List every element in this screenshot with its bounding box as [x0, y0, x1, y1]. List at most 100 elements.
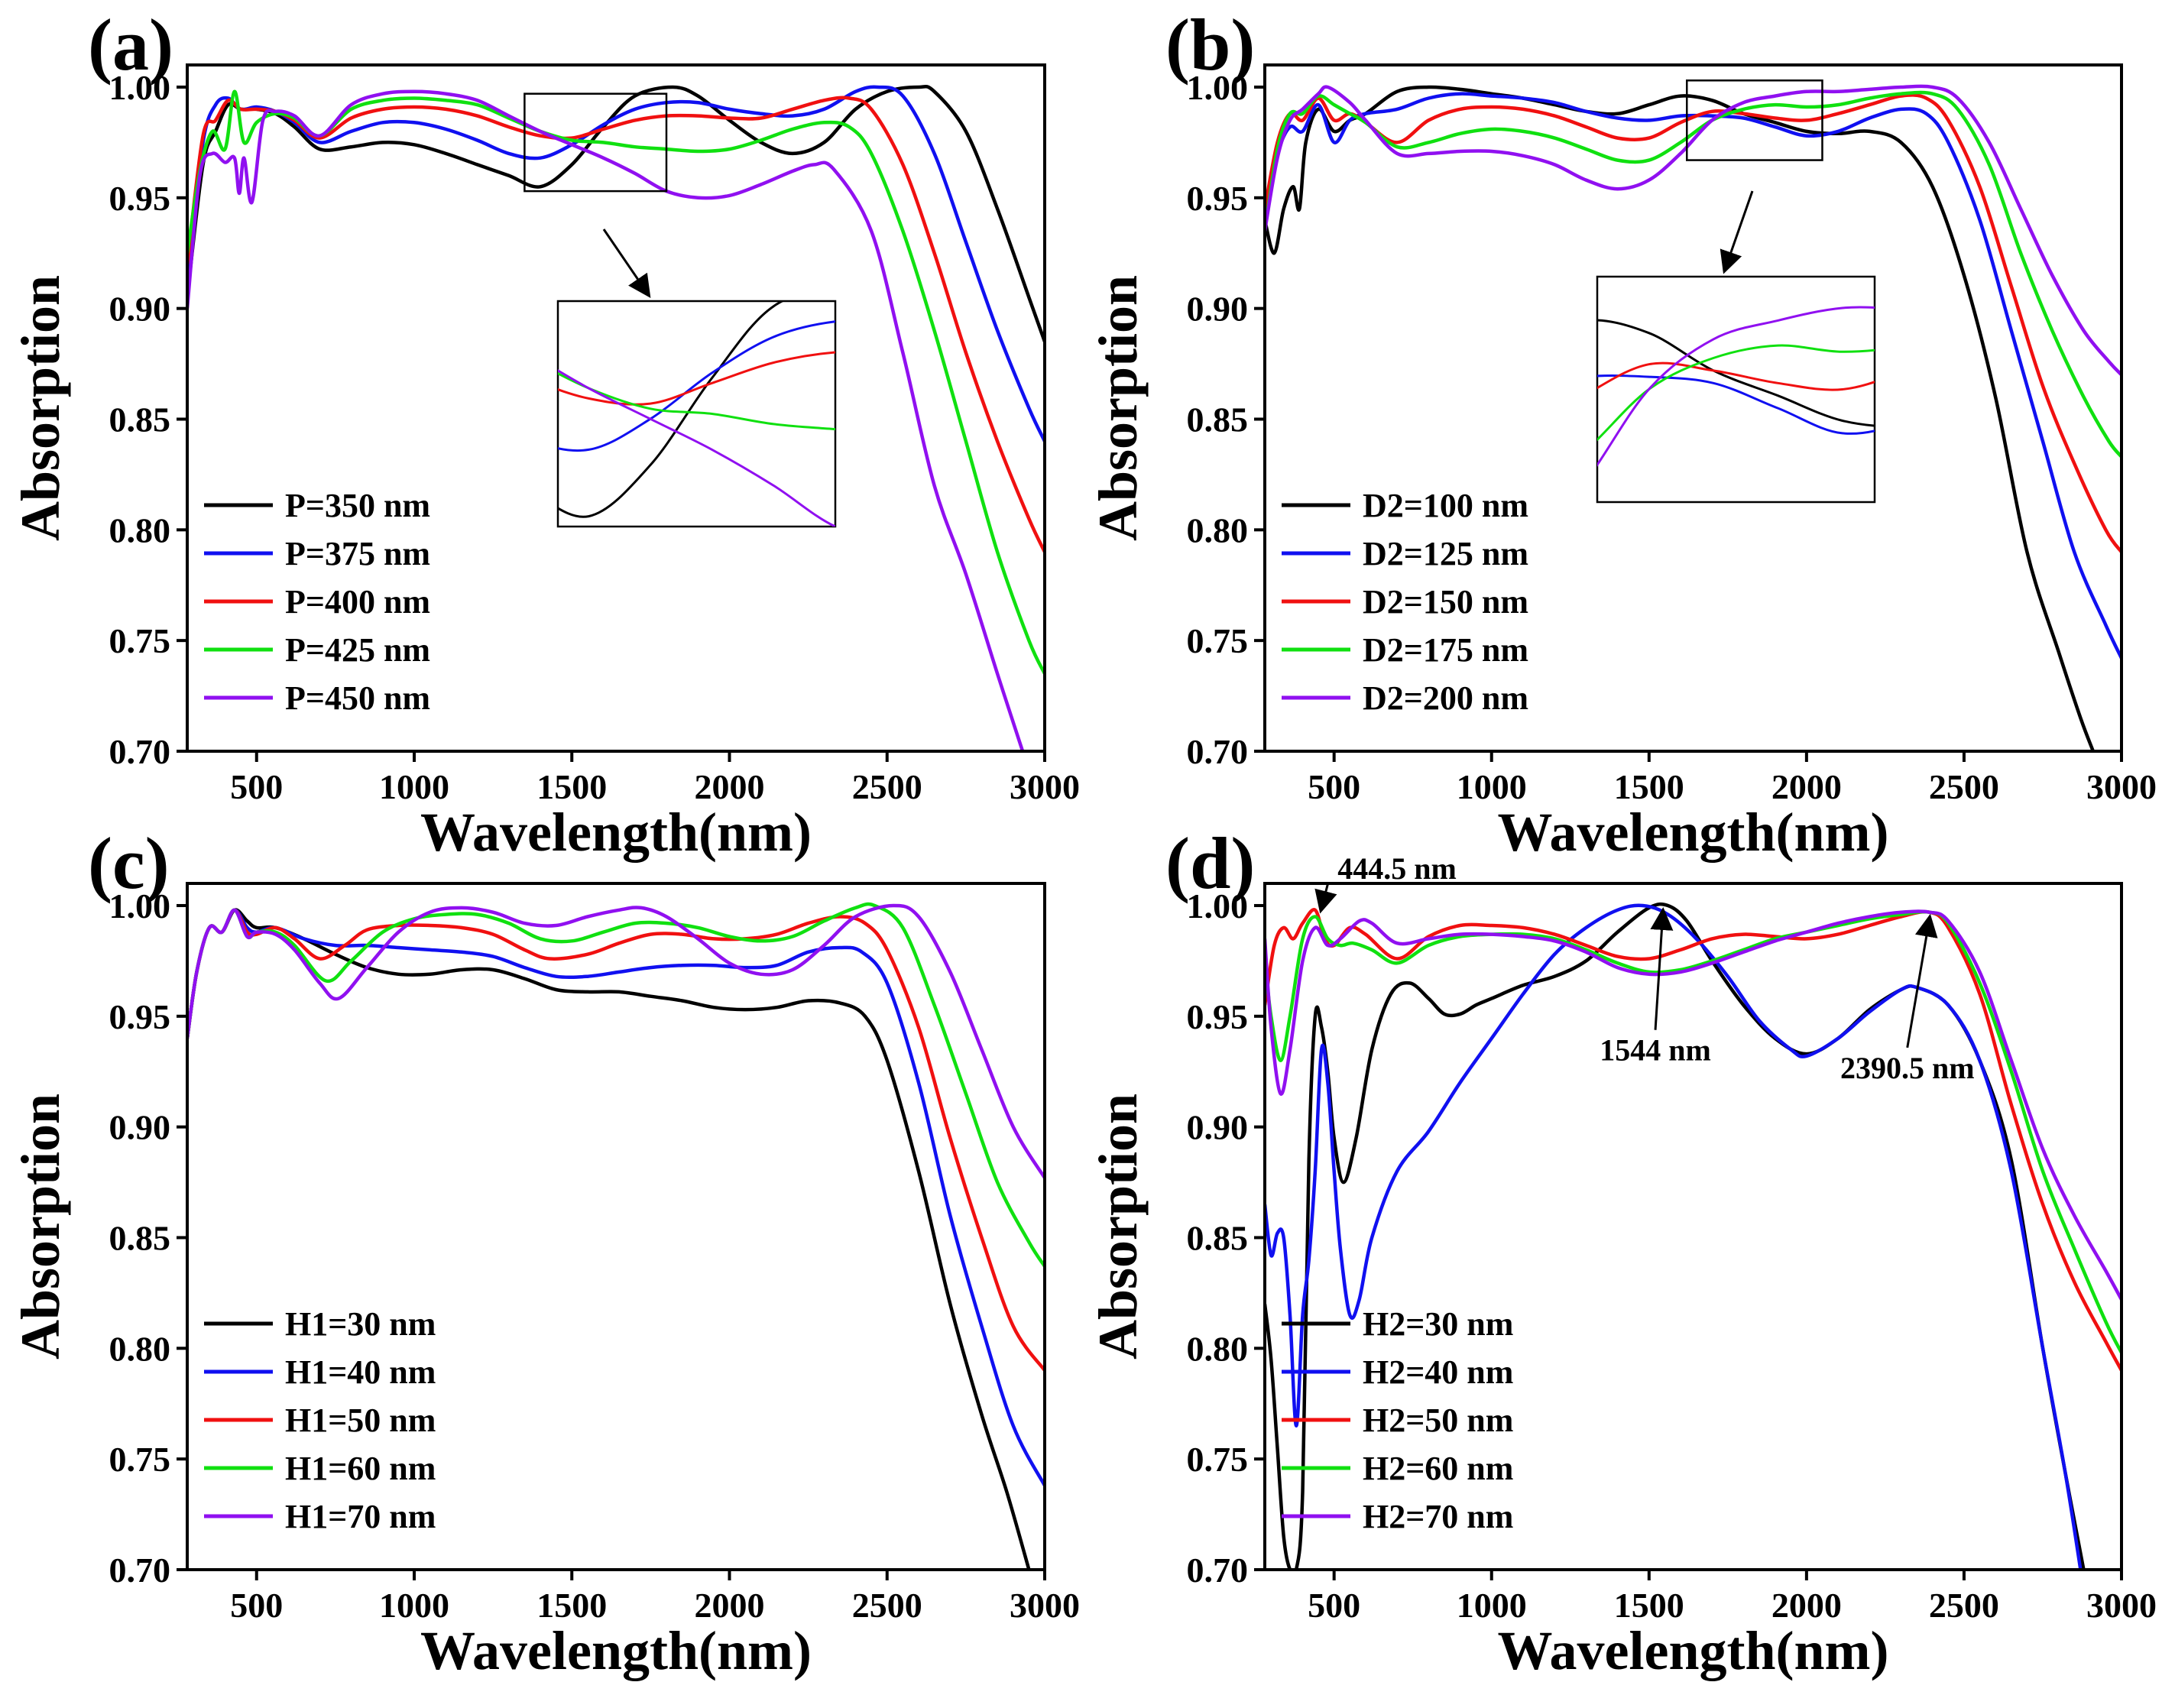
legend: D2=100 nm D2=125 nm D2=150 nm D2=175 nm D2=2… — [1282, 487, 1528, 717]
x-tick-label: 1500 — [536, 1586, 607, 1625]
inset-series-line-5 — [558, 369, 835, 527]
legend: H2=30 nm H2=40 nm H2=50 nm H2=60 nm H2=70 nm — [1282, 1305, 1513, 1535]
y-tick-label: 0.80 — [1187, 1329, 1249, 1368]
x-axis-title: Wavelength(nm) — [420, 802, 812, 863]
y-tick-label: 0.85 — [1187, 1218, 1249, 1257]
y-tick-label: 0.70 — [1187, 1551, 1249, 1590]
series-line-2 — [187, 85, 1045, 442]
inset-series-line-1 — [1597, 319, 1875, 427]
legend-label: H1=50 nm — [285, 1402, 436, 1439]
y-tick-label: 0.75 — [109, 1440, 171, 1479]
x-tick-label: 2000 — [1771, 767, 1842, 806]
plot-frame — [1263, 63, 2123, 753]
y-tick-label: 0.90 — [109, 1108, 171, 1147]
x-tick-label: 3000 — [1010, 1586, 1080, 1625]
x-tick-label: 500 — [1308, 767, 1360, 806]
y-tick-label: 1.00 — [109, 68, 171, 107]
legend-label: H2=50 nm — [1363, 1402, 1513, 1439]
legend-label: D2=175 nm — [1363, 631, 1528, 669]
inset-series-line-4 — [1597, 344, 1875, 442]
legend-label: H1=40 nm — [285, 1353, 436, 1391]
peak-annotation-arrow — [1906, 913, 1938, 1048]
series-line-1 — [1265, 85, 2096, 751]
series-line-5 — [187, 89, 1025, 751]
y-tick-label: 0.90 — [1187, 1108, 1249, 1147]
legend: P=350 nm P=375 nm P=400 nm P=425 nm P=450 nm — [204, 487, 430, 717]
y-tick-label: 0.80 — [1187, 510, 1249, 549]
x-tick-label: 2500 — [1929, 1586, 1999, 1625]
y-tick-label: 0.75 — [1187, 1440, 1249, 1479]
inset-series-line-3 — [558, 351, 835, 406]
x-tick-label: 2000 — [695, 767, 765, 806]
y-tick-label: 1.00 — [1187, 886, 1249, 925]
y-tick-label: 0.95 — [1187, 179, 1249, 218]
panel-b: 500 1000 1500 2000 2500 3000 0.70 0.75 0.80 0.85 0… — [1088, 4, 2157, 863]
x-tick-label: 2000 — [1771, 1586, 1842, 1625]
x-tick-label: 3000 — [2086, 1586, 2157, 1625]
panel-d: 500 1000 1500 2000 2500 3000 0.70 0.75 0.80 0.85 0… — [1088, 822, 2157, 1681]
zoom-region-box — [523, 92, 668, 193]
x-tick-label: 1500 — [1614, 1586, 1684, 1625]
legend-label: D2=200 nm — [1363, 679, 1528, 717]
panel-a: 500 1000 1500 2000 2500 3000 0.70 0.75 0.80 0.85 0… — [10, 4, 1080, 863]
peak-annotation-label: 2390.5 nm — [1840, 1051, 1975, 1085]
series-line-2 — [187, 908, 1045, 1486]
legend-label: P=450 nm — [285, 679, 430, 717]
x-axis-title: Wavelength(nm) — [420, 1620, 812, 1681]
y-axis-title: Absorption — [10, 275, 71, 541]
y-tick-label: 1.00 — [1187, 68, 1249, 107]
y-tick-label: 0.90 — [109, 290, 171, 329]
inset-series-line-1 — [558, 301, 785, 518]
x-axis-title: Wavelength(nm) — [1498, 1620, 1889, 1681]
legend-label: D2=125 nm — [1363, 535, 1528, 572]
series-line-3 — [1265, 93, 2122, 553]
y-tick-label: 0.80 — [109, 510, 171, 549]
y-tick-label: 0.85 — [1187, 400, 1249, 439]
zoom-arrow — [602, 228, 651, 298]
series-line-4 — [1265, 909, 2122, 1354]
y-tick-label: 0.85 — [109, 1218, 171, 1257]
y-tick-label: 0.70 — [109, 1551, 171, 1590]
legend-label: P=375 nm — [285, 535, 430, 572]
panel-label: (a) — [88, 4, 173, 86]
x-tick-label: 1000 — [379, 767, 449, 806]
legend: H1=30 nm H1=40 nm H1=50 nm H1=60 nm H1=70 nm — [204, 1305, 436, 1535]
y-axis-title: Absorption — [1088, 275, 1149, 541]
legend-label: P=425 nm — [285, 631, 430, 669]
series-line-2 — [1265, 903, 2083, 1570]
y-tick-label: 0.75 — [1187, 621, 1249, 660]
panel-label: (d) — [1165, 822, 1255, 904]
series-line-5 — [187, 903, 1045, 1179]
plot-frame — [186, 882, 1046, 1571]
peak-annotation-arrow — [1650, 906, 1674, 1030]
x-tick-label: 1000 — [1457, 767, 1527, 806]
series-line-2 — [1265, 92, 2122, 660]
inset-frame — [556, 300, 837, 528]
series-line-4 — [1265, 90, 2122, 459]
inset-series-line-2 — [1597, 374, 1875, 435]
series-line-4 — [187, 89, 1045, 675]
legend-label: H2=60 nm — [1363, 1450, 1513, 1487]
legend-label: D2=100 nm — [1363, 487, 1528, 524]
legend-label: P=400 nm — [285, 583, 430, 621]
inset-series-line-3 — [1597, 361, 1875, 391]
y-tick-label: 0.95 — [1187, 997, 1249, 1036]
plot-frame — [186, 63, 1046, 753]
series-line-3 — [1265, 908, 2122, 1372]
x-tick-label: 1000 — [1457, 1586, 1527, 1625]
peak-annotation-label: 444.5 nm — [1337, 851, 1457, 886]
y-tick-label: 0.70 — [1187, 732, 1249, 771]
x-tick-label: 1000 — [379, 1586, 449, 1625]
panel-label: (c) — [88, 822, 170, 904]
inset-series-line-5 — [1597, 306, 1875, 468]
legend-label: H1=70 nm — [285, 1498, 436, 1535]
y-tick-label: 0.90 — [1187, 290, 1249, 329]
legend-label: D2=150 nm — [1363, 583, 1528, 621]
x-tick-label: 500 — [230, 767, 283, 806]
series-line-1 — [187, 908, 1031, 1570]
zoom-arrow — [1720, 190, 1754, 274]
legend-label: H2=70 nm — [1363, 1498, 1513, 1535]
y-tick-label: 0.85 — [109, 400, 171, 439]
legend-label: H1=60 nm — [285, 1450, 436, 1487]
legend-label: H2=40 nm — [1363, 1353, 1513, 1391]
